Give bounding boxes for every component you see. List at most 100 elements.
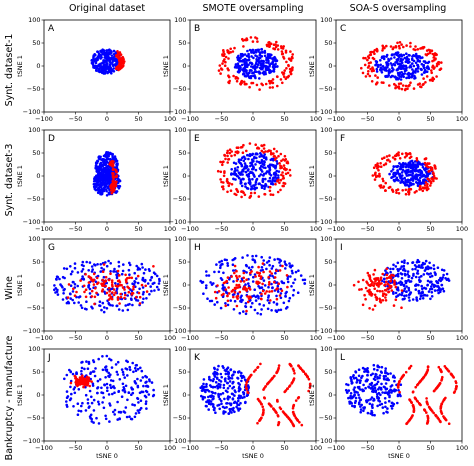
x-tick-label: −100 <box>327 444 345 452</box>
minority-point <box>385 44 388 48</box>
majority-point <box>254 180 258 184</box>
majority-point <box>229 368 232 372</box>
majority-point <box>419 67 423 71</box>
minority-point <box>415 158 419 162</box>
majority-point <box>246 187 250 190</box>
minority-point <box>454 387 458 391</box>
majority-point <box>108 52 111 56</box>
majority-point <box>267 285 270 289</box>
majority-point <box>133 271 136 275</box>
majority-point <box>205 382 208 386</box>
majority-point <box>303 282 306 285</box>
majority-point <box>407 173 411 177</box>
majority-point <box>365 400 369 404</box>
majority-point <box>384 401 387 404</box>
majority-point <box>117 185 121 188</box>
majority-point <box>99 161 103 165</box>
minority-point <box>275 371 279 374</box>
minority-point <box>362 56 365 60</box>
majority-point <box>79 304 83 307</box>
minority-point <box>132 285 135 289</box>
minority-point <box>376 289 379 293</box>
minority-point <box>249 373 253 377</box>
majority-point <box>144 268 147 271</box>
majority-point <box>125 415 129 419</box>
majority-point <box>253 288 256 292</box>
minority-point <box>418 402 422 406</box>
majority-point <box>126 360 129 364</box>
minority-point <box>94 287 97 290</box>
majority-point <box>271 57 274 61</box>
majority-point <box>120 272 124 276</box>
minority-point <box>371 308 375 311</box>
majority-point <box>260 55 264 58</box>
minority-point <box>387 186 391 190</box>
minority-point <box>220 293 224 297</box>
majority-point <box>200 281 204 284</box>
minority-point <box>416 83 420 86</box>
majority-point <box>426 279 430 283</box>
majority-point <box>271 182 275 186</box>
majority-point <box>406 262 410 265</box>
majority-point <box>207 274 211 277</box>
minority-point <box>261 412 265 416</box>
majority-point <box>133 415 137 419</box>
majority-point <box>288 262 291 265</box>
minority-point <box>397 192 401 195</box>
majority-point <box>359 405 362 408</box>
y-tick-label: 50 <box>178 149 186 157</box>
majority-point <box>363 370 366 373</box>
majority-point <box>260 184 263 187</box>
minority-point <box>268 270 272 273</box>
minority-point <box>260 416 263 420</box>
y-tick-label: 0 <box>182 62 186 70</box>
majority-point <box>389 388 392 392</box>
majority-point <box>76 284 79 288</box>
majority-point <box>94 61 98 65</box>
majority-point <box>236 169 239 172</box>
points-layer <box>371 151 438 196</box>
majority-point <box>270 267 274 270</box>
majority-point <box>222 383 226 387</box>
minority-point <box>273 280 276 284</box>
majority-point <box>142 297 145 301</box>
minority-point <box>224 55 228 59</box>
minority-point <box>118 66 122 70</box>
points-layer <box>217 36 295 91</box>
minority-point <box>128 276 131 280</box>
majority-point <box>375 70 379 73</box>
majority-point <box>395 288 399 291</box>
minority-point <box>90 295 94 298</box>
majority-point <box>404 60 408 64</box>
majority-point <box>435 281 439 284</box>
minority-point <box>110 164 114 167</box>
minority-point <box>385 155 389 158</box>
majority-point <box>392 290 395 294</box>
minority-point <box>119 53 123 56</box>
majority-point <box>105 194 109 197</box>
majority-point <box>84 409 88 412</box>
minority-point <box>435 75 438 78</box>
minority-point <box>271 78 275 81</box>
minority-point <box>387 276 391 279</box>
majority-point <box>426 174 430 177</box>
minority-point <box>395 191 398 194</box>
majority-point <box>378 374 382 377</box>
minority-point <box>358 288 361 291</box>
minority-point <box>281 410 285 413</box>
minority-point <box>390 273 394 277</box>
majority-point <box>231 258 234 262</box>
minority-point <box>352 283 356 287</box>
panel-label: J <box>47 353 51 363</box>
majority-point <box>411 58 414 62</box>
minority-point <box>256 365 260 369</box>
minority-point <box>298 421 301 424</box>
minority-point <box>409 45 412 48</box>
majority-point <box>376 380 380 384</box>
majority-point <box>228 407 231 411</box>
minority-point <box>404 152 408 155</box>
y-tick-label: −100 <box>315 218 333 226</box>
majority-point <box>438 287 441 291</box>
majority-point <box>270 157 274 161</box>
